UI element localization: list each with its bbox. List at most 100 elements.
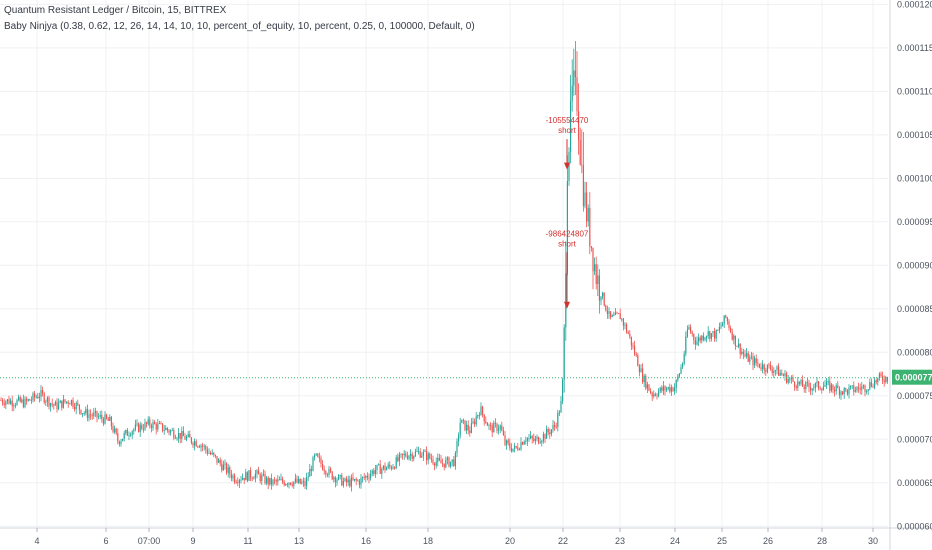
candle-body — [437, 457, 439, 462]
candle-body — [787, 379, 789, 383]
candle-body — [122, 438, 124, 442]
candle-body — [501, 425, 503, 431]
candle-body — [302, 481, 304, 483]
candle-body — [494, 422, 496, 424]
candle-body — [440, 460, 442, 464]
candle-body — [43, 393, 45, 403]
candle-body — [269, 477, 271, 485]
candle-body — [552, 425, 554, 430]
candle-body — [197, 446, 199, 448]
candle-body — [46, 397, 48, 402]
candle-body — [605, 305, 607, 311]
candle-body — [270, 477, 272, 485]
candle-body — [672, 387, 674, 392]
candle-body — [317, 453, 319, 457]
candle-body — [885, 377, 887, 383]
candle-body — [734, 335, 736, 347]
candle-body — [446, 457, 448, 460]
candle-body — [456, 441, 458, 453]
candle-body — [467, 424, 469, 431]
candle-body — [701, 335, 703, 341]
candle-body — [306, 477, 308, 487]
candle-body — [603, 292, 605, 306]
candle-body — [811, 388, 813, 391]
candle-body — [213, 452, 215, 455]
candle-body — [363, 477, 365, 478]
candle-body — [125, 430, 127, 434]
candle-body — [278, 479, 280, 481]
candle-body — [474, 421, 476, 425]
candle-body — [694, 339, 696, 345]
candle-body — [176, 438, 178, 440]
candle-body — [712, 331, 714, 334]
candle-body — [42, 389, 44, 394]
candle-body — [277, 479, 279, 482]
candle-body — [144, 422, 146, 430]
candle-body — [314, 454, 316, 458]
candle-body — [664, 386, 666, 391]
candle-body — [738, 343, 740, 347]
candle-body — [421, 455, 423, 458]
candle-body — [650, 390, 652, 393]
candle-body — [739, 343, 741, 354]
last-price-background — [892, 369, 932, 385]
y-tick-label: 0.00011000 — [897, 86, 932, 96]
candle-body — [77, 403, 79, 405]
candle-body — [38, 396, 40, 399]
candle-body — [667, 387, 669, 389]
candle-body — [346, 478, 348, 483]
candle-body — [139, 424, 141, 432]
candle-body — [880, 373, 882, 376]
candle-body — [53, 404, 55, 406]
candle-body — [626, 324, 628, 333]
candle-body — [544, 434, 546, 439]
candle-body — [526, 438, 528, 442]
candle-body — [645, 375, 647, 389]
candle-body — [202, 445, 204, 447]
study-legend[interactable]: Baby Ninjya (0.38, 0.62, 12, 26, 14, 14,… — [4, 21, 475, 32]
candle-body — [546, 429, 548, 439]
candle-body — [747, 353, 749, 362]
last-price-label: 0.00007708 — [895, 373, 932, 383]
x-tick-label: 6 — [103, 536, 108, 546]
candle-body — [0, 400, 2, 401]
candle-body — [630, 336, 632, 346]
candle-body — [445, 459, 447, 468]
candle-body — [350, 477, 352, 487]
candle-body — [624, 324, 626, 326]
candle-body — [771, 369, 773, 373]
candle-body — [395, 457, 397, 469]
candle-body — [237, 482, 239, 484]
candle-body — [862, 385, 864, 387]
candle-body — [658, 391, 660, 397]
candle-body — [859, 388, 861, 390]
candle-body — [123, 433, 125, 439]
time-axis[interactable]: 4 6 07:00 9 11 13 16 18 20 22 23 24 25 26 28 30 — [34, 528, 878, 546]
candle-body — [842, 391, 844, 395]
candle-body — [290, 482, 292, 485]
candle-body — [203, 445, 205, 447]
candle-body — [677, 376, 679, 381]
candle-body — [830, 384, 832, 391]
candle-body — [752, 356, 754, 366]
price-axis[interactable]: 0.00012000 0.00011500 0.00011000 0.00010500… — [897, 0, 932, 531]
candle-body — [163, 430, 165, 431]
candle-body — [83, 413, 85, 414]
candle-body — [51, 403, 53, 405]
candle-body — [211, 452, 213, 455]
candle-body — [142, 428, 144, 430]
candle-body — [206, 449, 208, 454]
candle-body — [462, 419, 464, 421]
candle-body — [678, 373, 680, 377]
candle-body — [30, 399, 32, 401]
candle-body — [461, 419, 463, 423]
candle-body — [582, 165, 584, 206]
candle-body — [493, 422, 495, 433]
y-tick-label: 0.00007500 — [897, 391, 932, 401]
candle-body — [166, 427, 168, 431]
candle-body — [450, 461, 452, 467]
candle-body — [690, 327, 692, 332]
candle-body — [245, 472, 247, 481]
candle-body — [731, 331, 733, 340]
